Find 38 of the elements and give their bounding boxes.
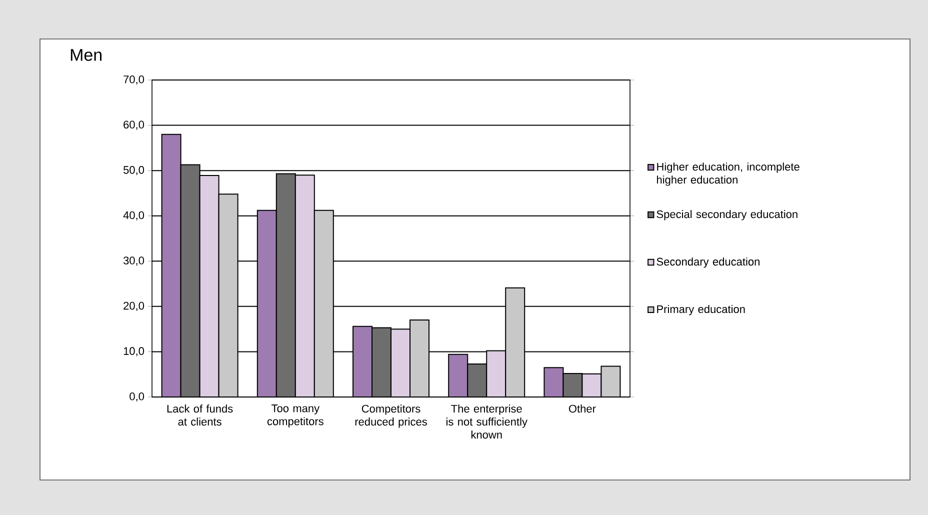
bar xyxy=(199,175,220,397)
bar xyxy=(410,320,430,397)
bar xyxy=(467,363,488,397)
y-tick-label: 20,0 xyxy=(124,302,144,311)
x-tick-label: Competitors reduced prices xyxy=(355,404,427,428)
y-tick-label: 30,0 xyxy=(123,256,144,266)
bar xyxy=(390,328,411,397)
y-tick-label: 60,0 xyxy=(124,120,144,130)
x-tick-label: Other xyxy=(568,404,596,413)
bar xyxy=(256,210,277,397)
bar xyxy=(161,134,182,397)
bar xyxy=(486,350,506,397)
bar xyxy=(448,354,468,397)
y-tick-label: 0,0 xyxy=(130,392,144,402)
y-tick-label: 10,0 xyxy=(124,347,144,356)
bar xyxy=(314,210,334,397)
bar xyxy=(372,327,392,397)
bar xyxy=(562,372,583,397)
bar xyxy=(600,366,621,397)
x-tick-label: Lack of funds at clients xyxy=(167,404,233,426)
y-tick-label: 70,0 xyxy=(124,75,144,85)
bar xyxy=(352,326,373,397)
legend-label: Higher education, incomplete higher education xyxy=(657,162,800,186)
bar xyxy=(218,194,238,397)
bar xyxy=(544,367,564,397)
y-tick-label: 50,0 xyxy=(124,166,144,176)
x-tick-label: The enterprise is not sufficiently known xyxy=(446,404,528,439)
chart-title: Men xyxy=(70,49,102,61)
bar xyxy=(582,373,602,397)
legend-label: Special secondary education xyxy=(656,210,798,220)
x-tick-label: Too many competitors xyxy=(267,404,324,428)
legend-label: Secondary education xyxy=(656,258,760,268)
bar xyxy=(505,287,526,397)
bar xyxy=(180,164,200,397)
bar xyxy=(276,173,296,397)
y-tick-label: 40,0 xyxy=(123,211,144,220)
legend-label: Primary education xyxy=(657,304,745,316)
bar xyxy=(294,174,315,397)
